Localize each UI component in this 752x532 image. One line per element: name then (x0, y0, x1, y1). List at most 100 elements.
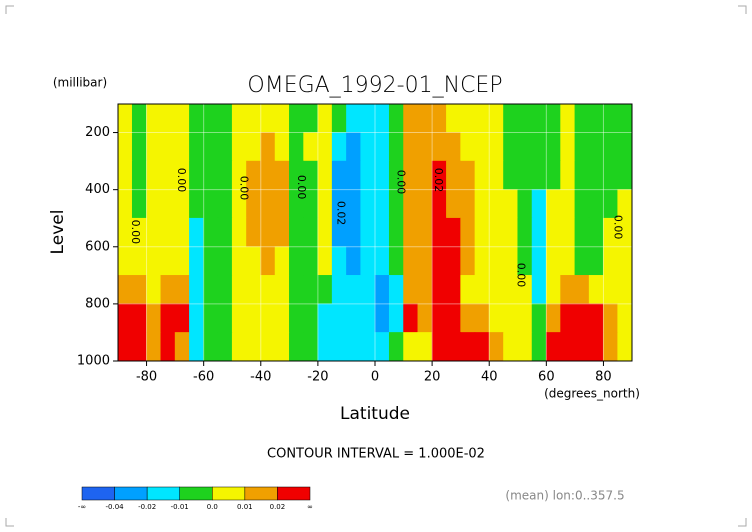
field-cell (588, 246, 604, 276)
field-cell (118, 217, 133, 248)
y-unit-label: (millibar) (53, 76, 107, 90)
field-cell (289, 332, 304, 361)
field-cell (388, 275, 404, 305)
field-cell (460, 246, 476, 276)
field-cell (417, 275, 433, 305)
field-cell (231, 275, 247, 305)
field-cell (546, 217, 561, 248)
field-cell (317, 217, 333, 248)
field-cell (388, 246, 404, 276)
contour-label: 0.00 (395, 170, 408, 195)
field-cell (417, 332, 433, 361)
field-cell (131, 132, 147, 162)
field-cell (503, 332, 519, 361)
chart-title: OMEGA_1992-01_NCEP (247, 73, 502, 98)
field-cell (317, 132, 333, 162)
field-cell (303, 332, 319, 361)
field-cell (160, 189, 176, 219)
field-cell (331, 246, 347, 276)
field-cell (203, 189, 219, 219)
field-cell (560, 332, 576, 361)
field-cell (403, 275, 419, 305)
field-cell (217, 160, 233, 190)
field-cell (203, 104, 219, 133)
field-cell (289, 275, 304, 305)
field-cell (517, 217, 533, 248)
field-cell (203, 246, 219, 276)
field-cell (574, 246, 590, 276)
field-cell (603, 275, 619, 305)
field-cell (231, 217, 247, 248)
field-cell (617, 275, 632, 305)
field-cell (331, 104, 347, 133)
field-cell (531, 189, 547, 219)
field-cell (603, 160, 619, 190)
field-cell (517, 275, 533, 305)
field-cell (503, 189, 519, 219)
field-cell (488, 275, 504, 305)
colorbar-label: 0.02 (270, 503, 286, 511)
field-cell (118, 189, 133, 219)
field-cell (317, 104, 333, 133)
field-cell (360, 132, 376, 162)
contour-interval: CONTOUR INTERVAL = 1.000E-02 (267, 447, 485, 462)
field-cell (574, 275, 590, 305)
field-cell (160, 303, 176, 333)
field-cell (588, 132, 604, 162)
field-cell (374, 332, 390, 361)
field-cell (260, 189, 276, 219)
x-axis-title: Latitude (340, 404, 410, 424)
field-cell (531, 104, 547, 133)
field-cell (446, 303, 461, 333)
field-cell (603, 217, 619, 248)
corner-mark (5, 5, 14, 14)
field-cell (488, 303, 504, 333)
field-cell (331, 217, 347, 248)
field-cell (274, 217, 290, 248)
field-cell (203, 160, 219, 190)
field-cell (603, 132, 619, 162)
field-cell (574, 160, 590, 190)
field-cell (331, 275, 347, 305)
field-cell (217, 275, 233, 305)
field-cell (574, 332, 590, 361)
field-cell (174, 217, 190, 248)
field-cell (431, 332, 447, 361)
field-cell (118, 332, 133, 361)
field-cell (431, 160, 447, 190)
field-cell (374, 217, 390, 248)
field-cell (246, 275, 262, 305)
field-cell (274, 132, 290, 162)
field-cell (374, 275, 390, 305)
field-cell (574, 104, 590, 133)
colorbar-label: -0.04 (106, 503, 125, 511)
field-cell (617, 104, 632, 133)
field-cell (617, 217, 632, 248)
field-cell (360, 160, 376, 190)
field-cell (460, 303, 476, 333)
field-cell (388, 189, 404, 219)
field-cell (260, 303, 276, 333)
field-cell (346, 217, 362, 248)
field-cell (131, 303, 147, 333)
field-cell (174, 246, 190, 276)
field-cell (118, 275, 133, 305)
field-cell (303, 104, 319, 133)
field-cell (246, 332, 262, 361)
colorbar-box (244, 486, 278, 501)
field-cell (260, 246, 276, 276)
field-cell (431, 275, 447, 305)
field-cell (460, 332, 476, 361)
field-cell (260, 132, 276, 162)
field-cell (603, 189, 619, 219)
field-cell (303, 132, 319, 162)
field-cell (517, 104, 533, 133)
contour-label: 0.00 (238, 176, 251, 201)
field-cell (174, 189, 190, 219)
field-cell (546, 189, 561, 219)
field-cell (403, 303, 419, 333)
field-cell (560, 132, 576, 162)
field-cell (331, 332, 347, 361)
field-cell (431, 303, 447, 333)
field-cell (388, 217, 404, 248)
